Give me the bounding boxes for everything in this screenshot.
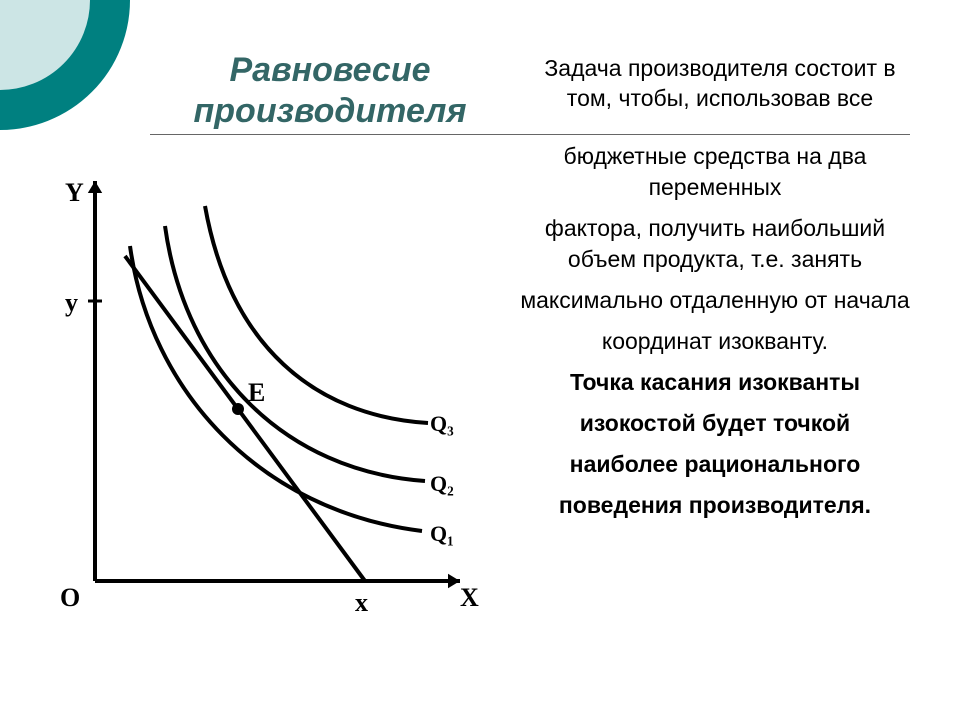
isoquant-curve-2 [165,226,425,481]
equilibrium-point [232,403,244,415]
body-paragraph: Точка касания изокванты [510,367,920,398]
isocost-line [125,256,365,581]
diagram-column: Y X Oy x E Q₁ Q₂ Q₃ [30,141,500,631]
label-E: E [248,378,265,407]
body-paragraph: фактора, получить наибольший объем проду… [510,213,920,275]
text-column: бюджетные средства на два переменных факт… [510,141,930,631]
x-axis-arrow [448,573,460,587]
label-O: O [60,583,80,612]
label-Q2: Q₂ [430,471,454,496]
body-paragraph: изокостой будет точкой [510,408,920,439]
body-paragraph: поведения производителя. [510,490,920,521]
label-Y: Y [65,178,84,207]
y-axis-arrow [88,181,102,193]
label-Q1: Q₁ [430,521,454,546]
label-x_tick: x [355,588,368,617]
label-X: X [460,583,479,612]
producer-equilibrium-diagram: Y X Oy x E Q₁ Q₂ Q₃ [30,151,500,631]
slide-title: Равновесие производителя [150,50,510,132]
label-y_tick: y [65,288,78,317]
header-row: Равновесие производителя Задача производ… [150,50,910,135]
content-row: Y X Oy x E Q₁ Q₂ Q₃ бюджетные средства на два п… [30,141,930,631]
lead-text: Задача производителя состоит в том, чтоб… [530,50,910,114]
body-paragraph: максимально отдаленную от начала [510,285,920,316]
label-Q3: Q₃ [430,411,454,436]
body-paragraph: бюджетные средства на два переменных [510,141,920,203]
slide: Равновесие производителя Задача производ… [0,0,960,720]
isoquant-curve-1 [130,246,422,531]
body-paragraph: наиболее рационального [510,449,920,480]
body-paragraph: координат изокванту. [510,326,920,357]
